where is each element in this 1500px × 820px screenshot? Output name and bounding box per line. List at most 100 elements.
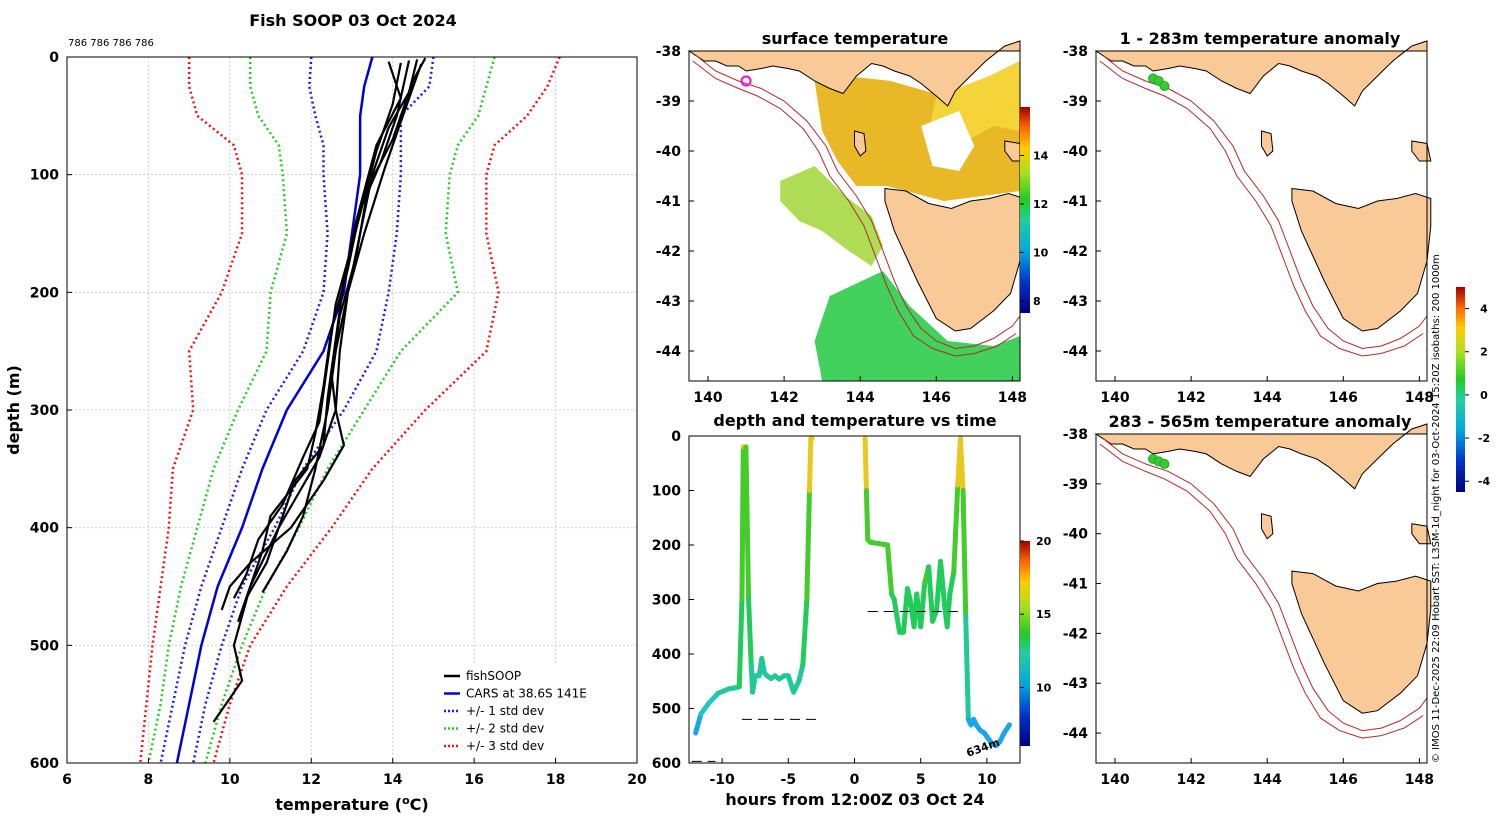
track-segment <box>806 436 814 493</box>
sst-map-body <box>687 40 1025 381</box>
fish-profile-line <box>261 63 423 593</box>
profile-xtick-label: 12 <box>302 772 321 788</box>
anomaly-top-body <box>1094 40 1432 357</box>
profile-xtick-label: 8 <box>144 772 154 788</box>
isobath-200 <box>1103 55 1428 350</box>
time-ytick-label: 200 <box>652 538 681 554</box>
map-xtick-label: 146 <box>1329 390 1358 406</box>
sst-cloud-gap <box>921 111 975 171</box>
profile-x-ticks: 6 8 10 12 14 16 18 20 <box>62 758 647 788</box>
sst-south-patch <box>814 271 1020 381</box>
time-xtick-label: 0 <box>850 772 860 788</box>
anomaly-bottom-x-ticks: 140 142 144 146 148 <box>1100 758 1434 788</box>
map-xtick-label: 140 <box>1100 772 1129 788</box>
profile-legend: fishSOOP CARS at 38.6S 141E +/- 1 std dev +… <box>436 665 632 757</box>
fish-profile-line <box>212 57 427 723</box>
map-ytick-label: -38 <box>656 44 681 60</box>
time-colorbar-ticks: 10 15 20 <box>1020 535 1052 694</box>
profile-ytick-label: 400 <box>30 521 59 537</box>
time-ytick-label: 0 <box>671 429 681 445</box>
legend-label: +/- 1 std dev <box>466 704 544 718</box>
legend-label: CARS at 38.6S 141E <box>466 687 587 701</box>
track-segment <box>957 436 966 493</box>
time-xtick-label: -10 <box>709 772 735 788</box>
track-segment <box>891 597 900 619</box>
isobath-200 <box>1103 438 1428 732</box>
legend-label: +/- 2 std dev <box>466 722 544 736</box>
king-island <box>1261 130 1274 157</box>
track-segment <box>918 580 928 630</box>
time-chart: depth and temperature vs time 10 15 20 -10… <box>652 411 1052 809</box>
time-cb-label: 20 <box>1036 535 1052 548</box>
profile-ytick-label: 300 <box>30 403 59 419</box>
time-xtick-label: 5 <box>916 772 926 788</box>
anomaly-point <box>1159 458 1170 469</box>
map-ytick-label: -42 <box>1063 244 1088 260</box>
profile-chart: Fish SOOP 03 Oct 2024 786 786 786 786 6 8… <box>4 11 647 814</box>
map-ytick-label: -41 <box>656 194 681 210</box>
sst-x-ticks: 140 142 144 146 148 <box>693 376 1027 406</box>
legend-label: +/- 3 std dev <box>466 739 544 753</box>
time-xlabel: hours from 12:00Z 03 Oct 24 <box>725 790 984 809</box>
sst-cb-label: 12 <box>1033 198 1048 211</box>
track-segment <box>796 662 806 684</box>
credit-text: © IMOS 11-Dec-2025 22:09 Hobart SST: L3S… <box>1431 254 1442 763</box>
map-ytick-label: -43 <box>1063 676 1088 692</box>
anomaly-cb-label: 0 <box>1480 389 1488 402</box>
time-ytick-label: 600 <box>652 756 681 772</box>
time-ytick-label: 100 <box>652 484 681 500</box>
time-track <box>693 436 1012 749</box>
isobath-200 <box>696 55 1021 350</box>
map-ytick-label: -40 <box>656 144 682 160</box>
profile-title: Fish SOOP 03 Oct 2024 <box>249 11 457 30</box>
map-ytick-label: -43 <box>656 294 681 310</box>
sst-cb-label: 14 <box>1033 149 1049 162</box>
anomaly-cb-label: 2 <box>1480 346 1488 359</box>
legend-label: fishSOOP <box>466 669 521 683</box>
profile-ylabel: depth (m) <box>4 365 23 455</box>
anomaly-top-frame <box>1095 50 1428 382</box>
cars-line <box>175 56 374 764</box>
std-line <box>139 57 244 764</box>
anomaly-bottom-y-ticks: -38 -39 -40 -41 -42 -43 -44 <box>1063 427 1101 742</box>
sst-location-marker <box>740 75 752 87</box>
time-title: depth and temperature vs time <box>713 411 996 430</box>
track-segment <box>693 711 704 736</box>
sst-cb-label: 8 <box>1033 295 1041 308</box>
fish-profile-line <box>245 61 402 599</box>
tasmania <box>884 187 1025 332</box>
anomaly-colorbar <box>1456 287 1465 492</box>
flinders-island <box>1411 140 1432 162</box>
anomaly-cb-label: -4 <box>1478 475 1491 488</box>
track-segment <box>863 488 871 543</box>
anomaly-top-y-ticks: -38 -39 -40 -41 -42 -43 -44 <box>1063 44 1101 360</box>
time-annotation: 634m <box>965 736 1002 760</box>
track-segment <box>894 613 903 635</box>
sst-title: surface temperature <box>762 29 949 48</box>
track-segment <box>960 488 969 619</box>
tasmania <box>1291 187 1432 332</box>
map-ytick-label: -38 <box>1063 44 1088 60</box>
isobath-1000 <box>692 60 1017 357</box>
time-ytick-label: 400 <box>652 647 681 663</box>
tasmania <box>1291 570 1432 714</box>
fish-profile-line <box>220 59 419 611</box>
anomaly-top-title: 1 - 283m temperature anomaly <box>1120 29 1401 48</box>
profile-xlabel: temperature (oC) <box>275 794 428 814</box>
map-xtick-label: 144 <box>1253 772 1282 788</box>
time-reference-lines <box>691 610 961 762</box>
sst-mid-patch <box>780 166 883 266</box>
flinders-island <box>1004 140 1025 162</box>
profile-counts: 786 786 786 786 <box>68 38 154 49</box>
map-ytick-label: -40 <box>1063 144 1089 160</box>
map-ytick-label: -39 <box>1063 477 1088 493</box>
map-xtick-label: 142 <box>1176 390 1205 406</box>
map-xtick-label: 140 <box>1100 390 1129 406</box>
time-y-ticks: 0 100 200 300 400 500 600 <box>652 429 694 772</box>
track-segment <box>743 444 752 602</box>
map-xtick-label: 148 <box>1405 772 1434 788</box>
time-ytick-label: 500 <box>652 702 681 718</box>
time-xtick-label: -5 <box>781 772 797 788</box>
sst-colorbar <box>1020 107 1030 313</box>
